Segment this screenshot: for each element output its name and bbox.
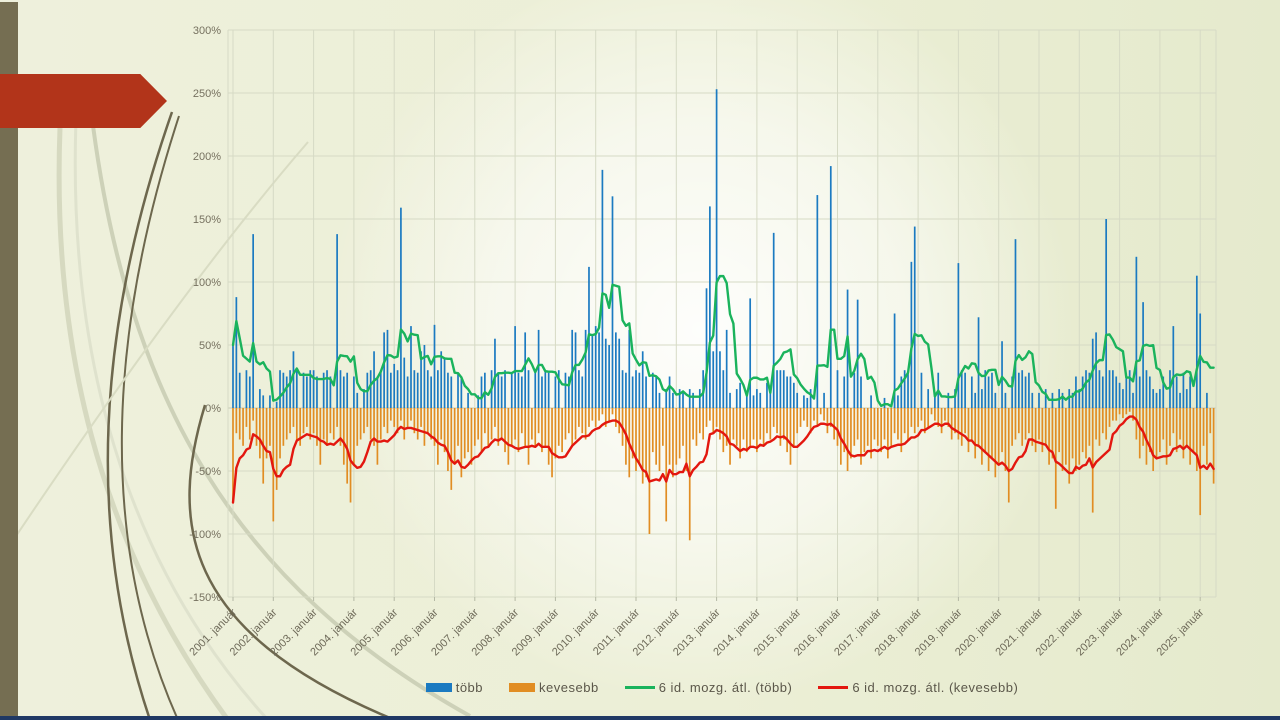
legend-swatch-kevesebb-icon [509, 683, 536, 692]
legend-swatch-ma-kevesebb-icon [818, 686, 849, 689]
svg-text:200%: 200% [193, 151, 221, 163]
legend-item-ma-tobb: 6 id. mozg. átl. (több) [624, 680, 793, 695]
legend-item-tobb: több [425, 680, 484, 695]
curve-line [73, 119, 270, 720]
legend-swatch-tobb-icon [425, 683, 452, 692]
left-accent-strip [0, 2, 18, 718]
svg-text:0%: 0% [205, 403, 221, 415]
svg-text:-100%: -100% [189, 529, 221, 541]
legend-label-kevesebb: kevesebb [539, 680, 599, 695]
line-ma-kevesebb [231, 415, 1215, 504]
curve-line [90, 117, 471, 718]
y-axis-labels: 300% 250% 200% 150% 100% 50% 0% -50% -100% -150% [189, 25, 221, 604]
curve-line [106, 111, 174, 720]
curve-line [188, 404, 391, 720]
svg-text:150%: 150% [193, 214, 221, 226]
legend-item-kevesebb: kevesebb [509, 680, 599, 695]
title-arrow-shape [0, 74, 167, 128]
svg-text:-50%: -50% [195, 466, 221, 478]
bars-kevesebb [232, 408, 1215, 541]
svg-text:100%: 100% [193, 277, 221, 289]
legend-label-ma-kevesebb: 6 id. mozg. átl. (kevesebb) [852, 680, 1019, 695]
bars-tobb [232, 89, 1208, 408]
svg-text:50%: 50% [199, 340, 221, 352]
chart-legend: több kevesebb 6 id. mozg. átl. (több) 6 … [228, 680, 1216, 695]
curve-line [56, 127, 231, 720]
line-ma-tobb [231, 274, 1215, 408]
svg-text:-150%: -150% [189, 592, 221, 604]
legend-label-tobb: több [455, 680, 484, 695]
curve-line [0, 141, 309, 561]
legend-item-ma-kevesebb: 6 id. mozg. átl. (kevesebb) [818, 680, 1018, 695]
curve-line [120, 115, 180, 720]
svg-text:250%: 250% [193, 88, 221, 100]
legend-label-ma-tobb: 6 id. mozg. átl. (több) [658, 680, 793, 695]
legend-swatch-ma-tobb-icon [624, 686, 655, 689]
svg-text:300%: 300% [193, 25, 221, 37]
bottom-accent-bar [0, 716, 1280, 720]
gridlines [227, 29, 1217, 601]
